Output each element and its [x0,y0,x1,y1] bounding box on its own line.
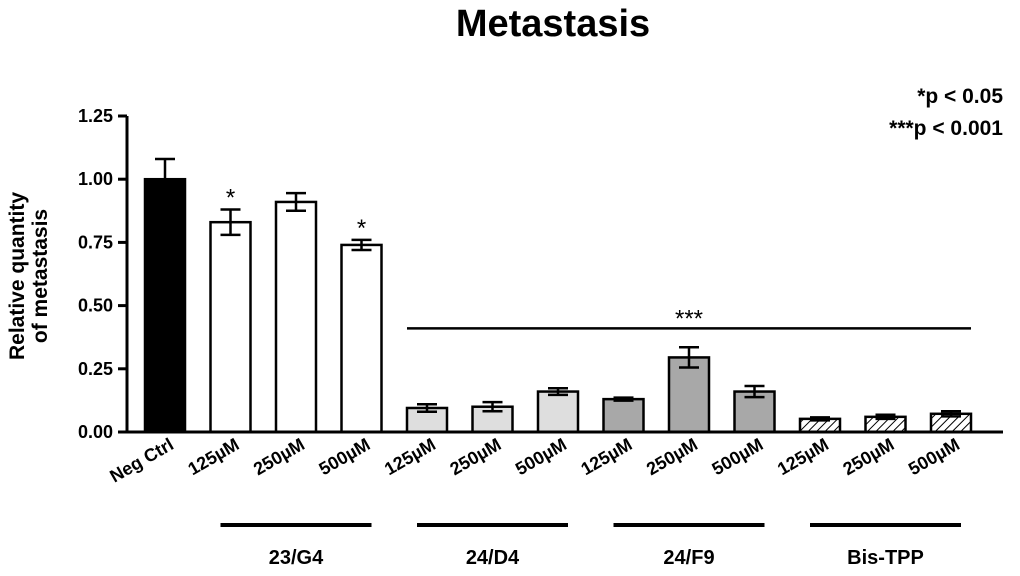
bar [274,200,318,434]
x-tick-label: 250µM [643,434,701,479]
group-labels: 23/G4 24/D4 24/F9 Bis-TPP [220,523,961,569]
x-tick-label: 500µM [316,434,374,479]
group-label: 24/D4 [466,547,520,569]
chart-title: Metastasis [456,3,650,45]
significance-marker: * [357,215,366,242]
group-label: 24/F9 [663,547,714,569]
y-axis-label-line-2: of metastasis [29,209,52,343]
x-tick-label: 125µM [381,434,439,479]
y-tick-label: 0.50 [78,296,113,316]
bar [667,356,711,434]
bracket-label: *** [675,305,703,332]
y-tick-label: 0.25 [78,359,113,379]
x-tick-label: 250µM [250,434,308,479]
significance-bracket: *** [407,305,971,332]
bar [602,397,645,434]
legend-p005: *p < 0.05 [917,85,1003,108]
x-tick-label: 125µM [185,434,243,479]
group-label: 23/G4 [269,547,324,569]
x-tick-label: 500µM [512,434,570,479]
y-axis-ticks: 0.00 0.25 0.50 0.75 1.00 1.25 [78,106,127,442]
x-tick-label: 500µM [709,434,767,479]
bar [143,177,187,434]
x-tick-label: 125µM [578,434,636,479]
bar [209,220,252,434]
y-tick-label: 1.00 [78,169,113,189]
legend-p0001: ***p < 0.001 [889,117,1003,140]
bar [340,243,383,434]
group-label: Bis-TPP [847,547,924,569]
bars: ** [143,157,973,434]
y-axis-label-line-1: Relative quantity [6,192,29,360]
x-tick-label: 250µM [840,434,898,479]
x-tick-label: 250µM [447,434,505,479]
x-tick-label: Neg Ctrl [106,434,177,486]
y-tick-label: 1.25 [78,106,113,126]
x-tick-label: 500µM [905,434,963,479]
x-tick-label: 125µM [774,434,832,479]
bar [536,390,580,434]
significance-marker: * [226,185,235,212]
y-tick-label: 0.75 [78,232,113,252]
x-axis-ticks: Neg Ctrl 125µM 250µM 500µM 125µM 250µM 500µM 12… [106,434,963,486]
y-tick-label: 0.00 [78,422,113,442]
y-axis-label: Relative quantity of metastasis [6,192,52,360]
